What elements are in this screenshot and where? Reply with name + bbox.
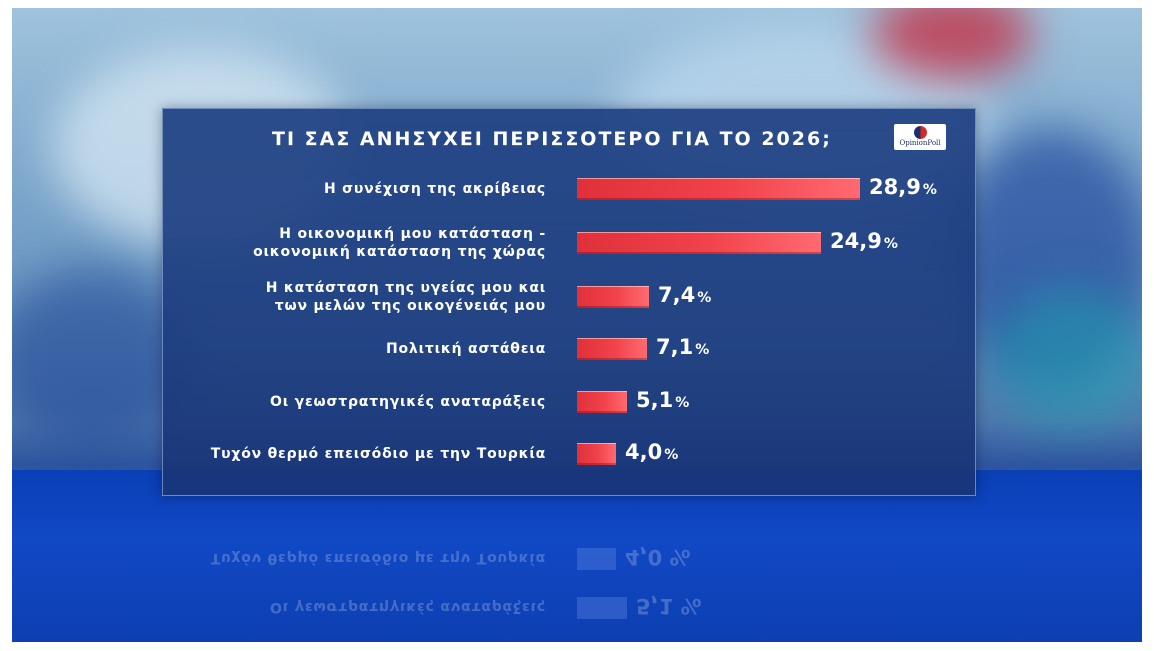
value-unit: % xyxy=(883,236,898,252)
category-label: Η συνέχιση της ακρίβειας xyxy=(323,181,546,197)
bar xyxy=(577,178,860,200)
bar xyxy=(577,338,647,360)
value-label: 7,1% xyxy=(656,335,709,359)
value-unit: % xyxy=(675,395,690,411)
category-label: Τυχόν θερμό επεισόδιο με την Τουρκία xyxy=(210,446,546,462)
value-unit: % xyxy=(922,182,937,198)
logo-text: OpinionPoll xyxy=(899,139,941,147)
value-number: 4,0 xyxy=(625,440,663,464)
bar xyxy=(577,391,627,413)
category-label: Οι γεωστρατηγικές αναταράξεις xyxy=(270,394,546,410)
chart-title: ΤΙ ΣΑΣ ΑΝΗΣΥΧΕΙ ΠΕΡΙΣΣΟΤΕΡΟ ΓΙΑ ΤΟ 2026; xyxy=(272,128,832,150)
value-label: 24,9% xyxy=(830,229,898,253)
value-number: 28,9 xyxy=(869,175,921,199)
bar xyxy=(577,443,616,465)
logo-mark xyxy=(914,126,927,139)
value-number: 7,1 xyxy=(656,335,694,359)
poll-panel xyxy=(162,108,976,496)
value-label: 5,1% xyxy=(636,388,689,412)
bar xyxy=(577,286,649,308)
floor-reflection: Τυχόν θερμό επεισόδιο με την Τουρκία 4,0 … xyxy=(0,500,1154,640)
bg-blur-shape xyxy=(872,8,1032,78)
reflection-label: Τυχόν θερμό επεισόδιο με την Τουρκία xyxy=(210,550,546,566)
opinionpoll-logo: OpinionPoll xyxy=(894,124,946,150)
value-label: 7,4% xyxy=(658,283,711,307)
reflection-bar xyxy=(577,597,627,619)
value-number: 7,4 xyxy=(658,283,696,307)
value-unit: % xyxy=(695,342,710,358)
value-number: 24,9 xyxy=(830,229,882,253)
value-number: 5,1 xyxy=(636,388,674,412)
bg-blur-shape xyxy=(992,288,1142,428)
category-label: Πολιτική αστάθεια xyxy=(386,341,546,357)
reflection-value: 5,1 % xyxy=(636,594,702,618)
value-unit: % xyxy=(664,447,679,463)
category-label: Η οικονομική μου κατάσταση - οικονομική … xyxy=(253,226,546,260)
reflection-value: 4,0 % xyxy=(625,545,691,569)
reflection-bar xyxy=(577,548,616,570)
value-label: 28,9% xyxy=(869,175,937,199)
studio-floor xyxy=(12,470,1142,642)
value-unit: % xyxy=(697,290,712,306)
value-label: 4,0% xyxy=(625,440,678,464)
reflection-label: Οι γεωστρατηγικές αναταράξεις xyxy=(270,599,546,615)
category-label: Η κατάσταση της υγείας μου και των μελών… xyxy=(265,280,546,314)
bar xyxy=(577,232,821,254)
